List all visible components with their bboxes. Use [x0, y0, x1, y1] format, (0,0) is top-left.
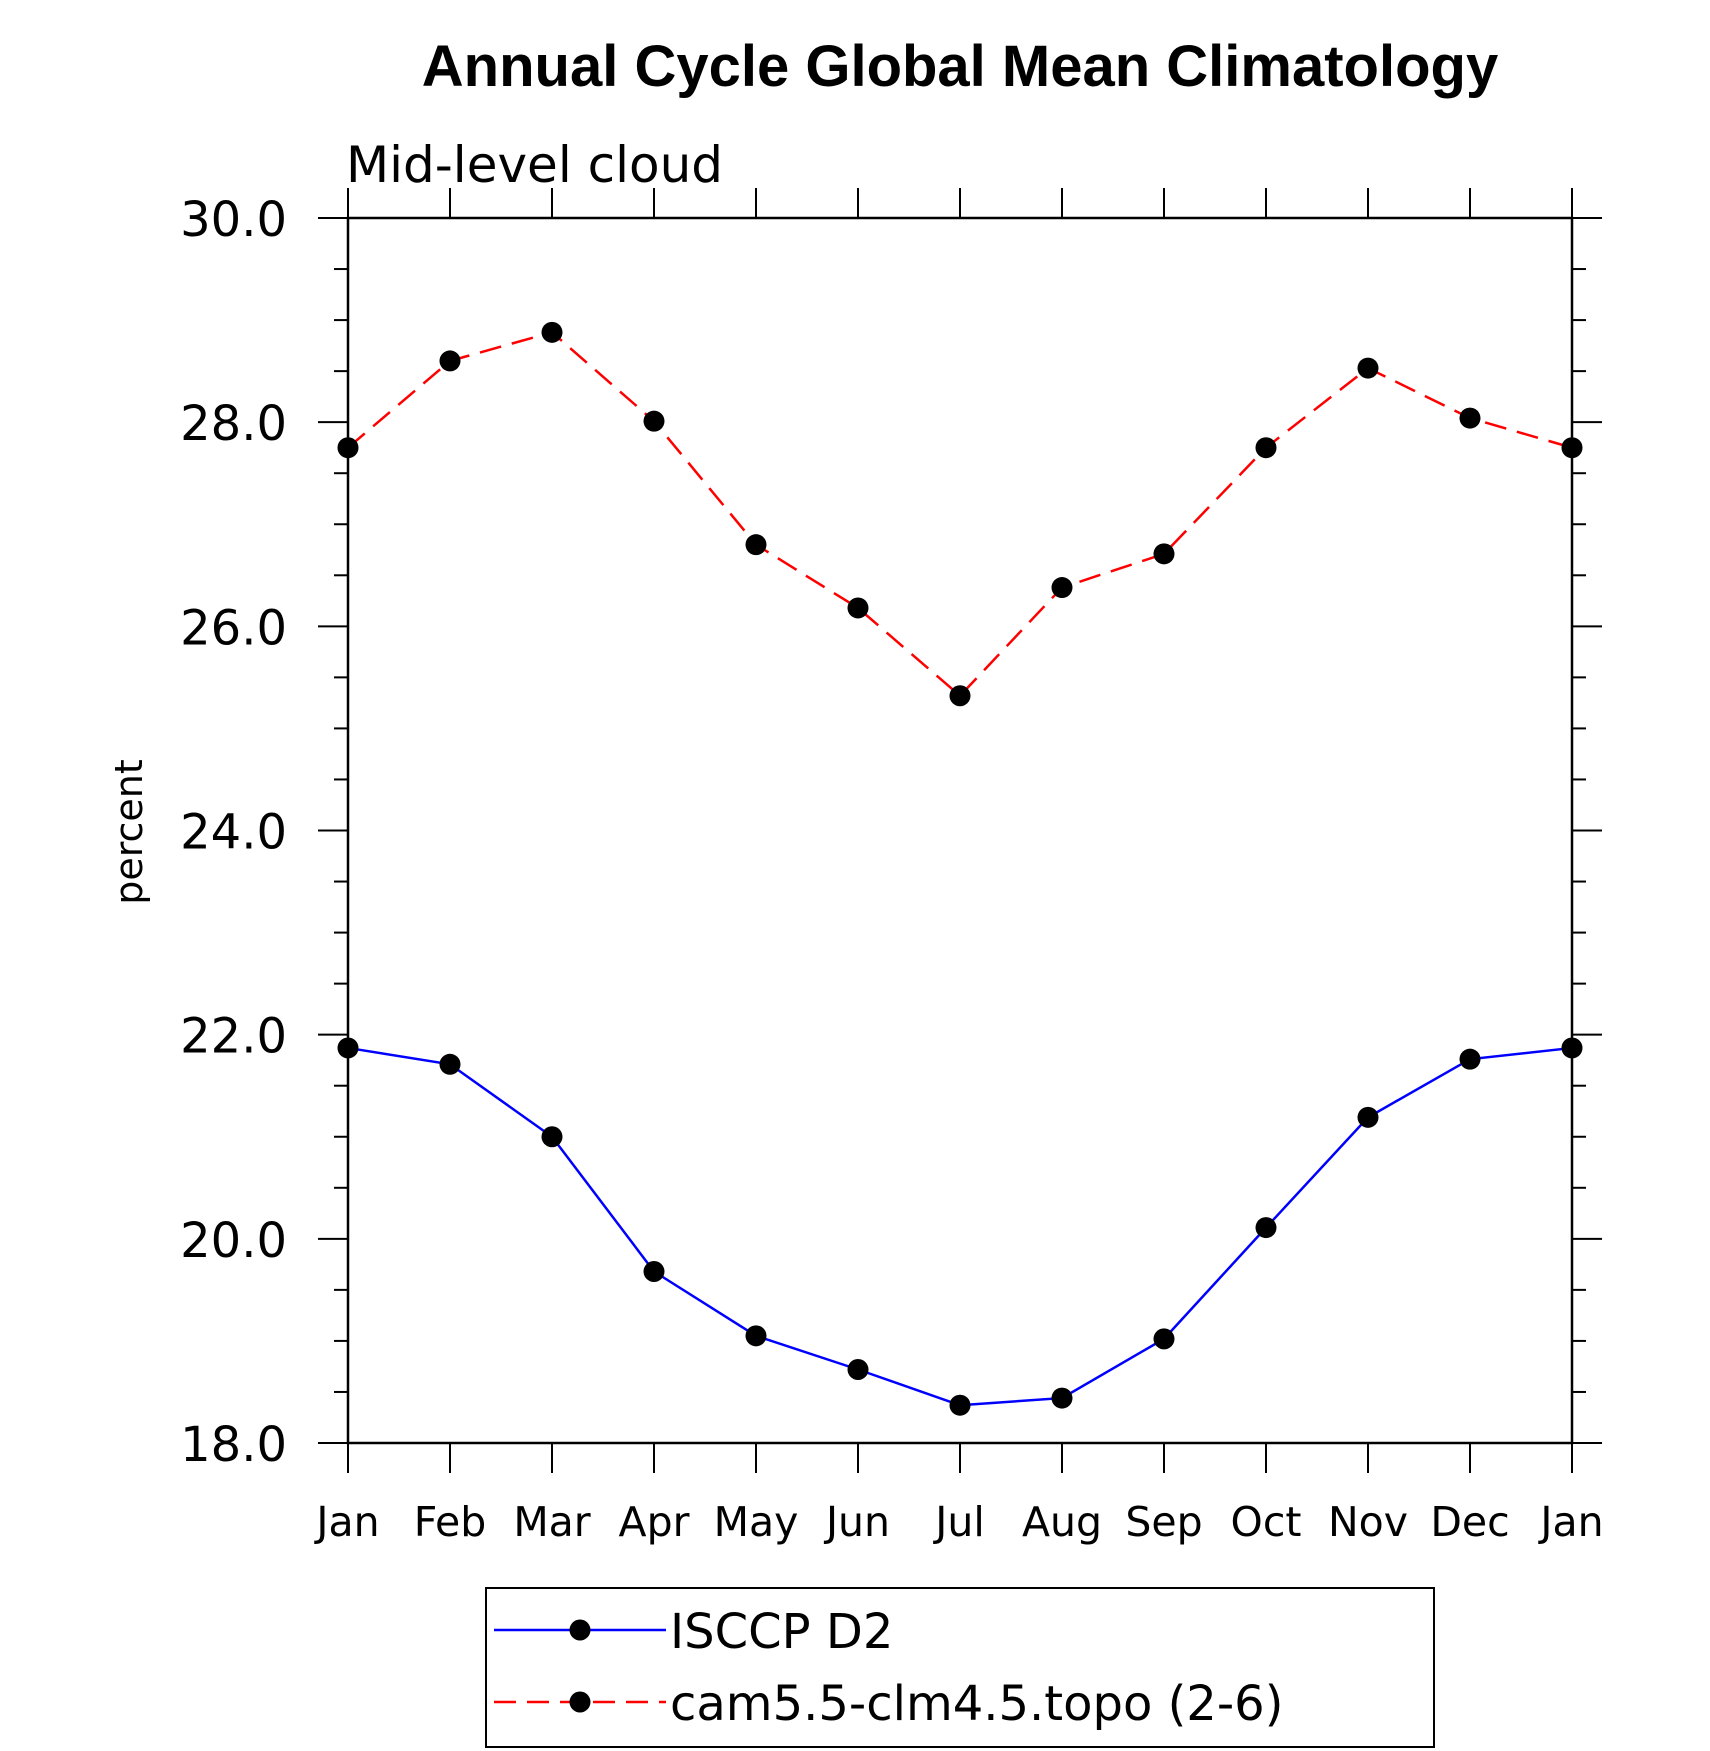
data-point: [1561, 437, 1583, 459]
chart-title: Annual Cycle Global Mean Climatology: [422, 34, 1498, 99]
x-tick-label: Jan: [1537, 1498, 1603, 1546]
data-point: [1357, 1106, 1379, 1128]
data-point: [643, 410, 665, 432]
legend-label: ISCCP D2: [670, 1604, 893, 1660]
data-point: [847, 597, 869, 619]
axes-group: 18.0 20.0 22.0 24.0 26.0 28.0 30.0 Jan Feb Mar Apr…: [180, 188, 1604, 1546]
data-point: [1051, 1387, 1073, 1409]
series-group: [337, 321, 1583, 1416]
data-point: [541, 1126, 563, 1148]
x-tick-label: Mar: [513, 1498, 590, 1546]
y-tick-label: 24.0: [180, 805, 287, 861]
series-line-1: [347, 330, 1573, 698]
y-tick-label: 22.0: [180, 1009, 287, 1065]
x-tick-label: Sep: [1125, 1498, 1202, 1546]
data-point: [643, 1261, 665, 1282]
data-point: [1153, 543, 1175, 565]
y-axis-label: percent: [107, 759, 151, 905]
legend-box: [485, 1587, 1435, 1748]
chart-subtitle: Mid-level cloud: [346, 136, 723, 194]
x-tick-label: Nov: [1328, 1498, 1408, 1546]
x-tick-label: Aug: [1022, 1498, 1102, 1546]
legend: ISCCP D2 cam5.5-clm4.5.topo (2-6): [485, 1587, 1435, 1748]
data-point: [1357, 357, 1379, 379]
legend-marker-0: [569, 1619, 591, 1641]
x-tick-label: Dec: [1430, 1498, 1509, 1546]
data-point: [337, 437, 359, 459]
data-point: [1153, 1328, 1175, 1350]
series-line-0: [347, 1046, 1573, 1407]
data-point: [745, 1325, 767, 1347]
data-point: [847, 1359, 869, 1380]
data-point: [1459, 407, 1481, 429]
y-tick-label: 28.0: [180, 396, 287, 452]
x-tick-label: Jul: [932, 1498, 984, 1546]
data-point: [949, 685, 971, 707]
y-tick-label: 20.0: [180, 1213, 287, 1269]
x-tick-label: Oct: [1231, 1498, 1302, 1546]
x-tick-label: Jan: [313, 1498, 379, 1546]
y-tick-label: 18.0: [180, 1417, 287, 1473]
data-point: [541, 321, 563, 343]
legend-label: cam5.5-clm4.5.topo (2-6): [670, 1676, 1283, 1732]
y-tick-label: 30.0: [180, 192, 287, 248]
x-tick-label: May: [714, 1498, 799, 1546]
data-point: [1459, 1048, 1481, 1070]
data-point: [439, 1053, 461, 1075]
x-tick-label: Feb: [414, 1498, 487, 1546]
data-point: [1255, 437, 1277, 459]
x-tick-label: Jun: [823, 1498, 890, 1546]
y-tick-label: 26.0: [180, 600, 287, 656]
plot-frame: [346, 216, 1574, 1445]
data-point: [1561, 1037, 1583, 1059]
data-point: [949, 1394, 971, 1416]
data-point: [337, 1037, 359, 1059]
legend-marker-1: [569, 1691, 591, 1713]
data-point: [1255, 1217, 1277, 1239]
data-point: [745, 534, 767, 556]
x-tick-label: Apr: [619, 1498, 690, 1546]
data-point: [439, 350, 461, 372]
data-point: [1051, 577, 1073, 599]
